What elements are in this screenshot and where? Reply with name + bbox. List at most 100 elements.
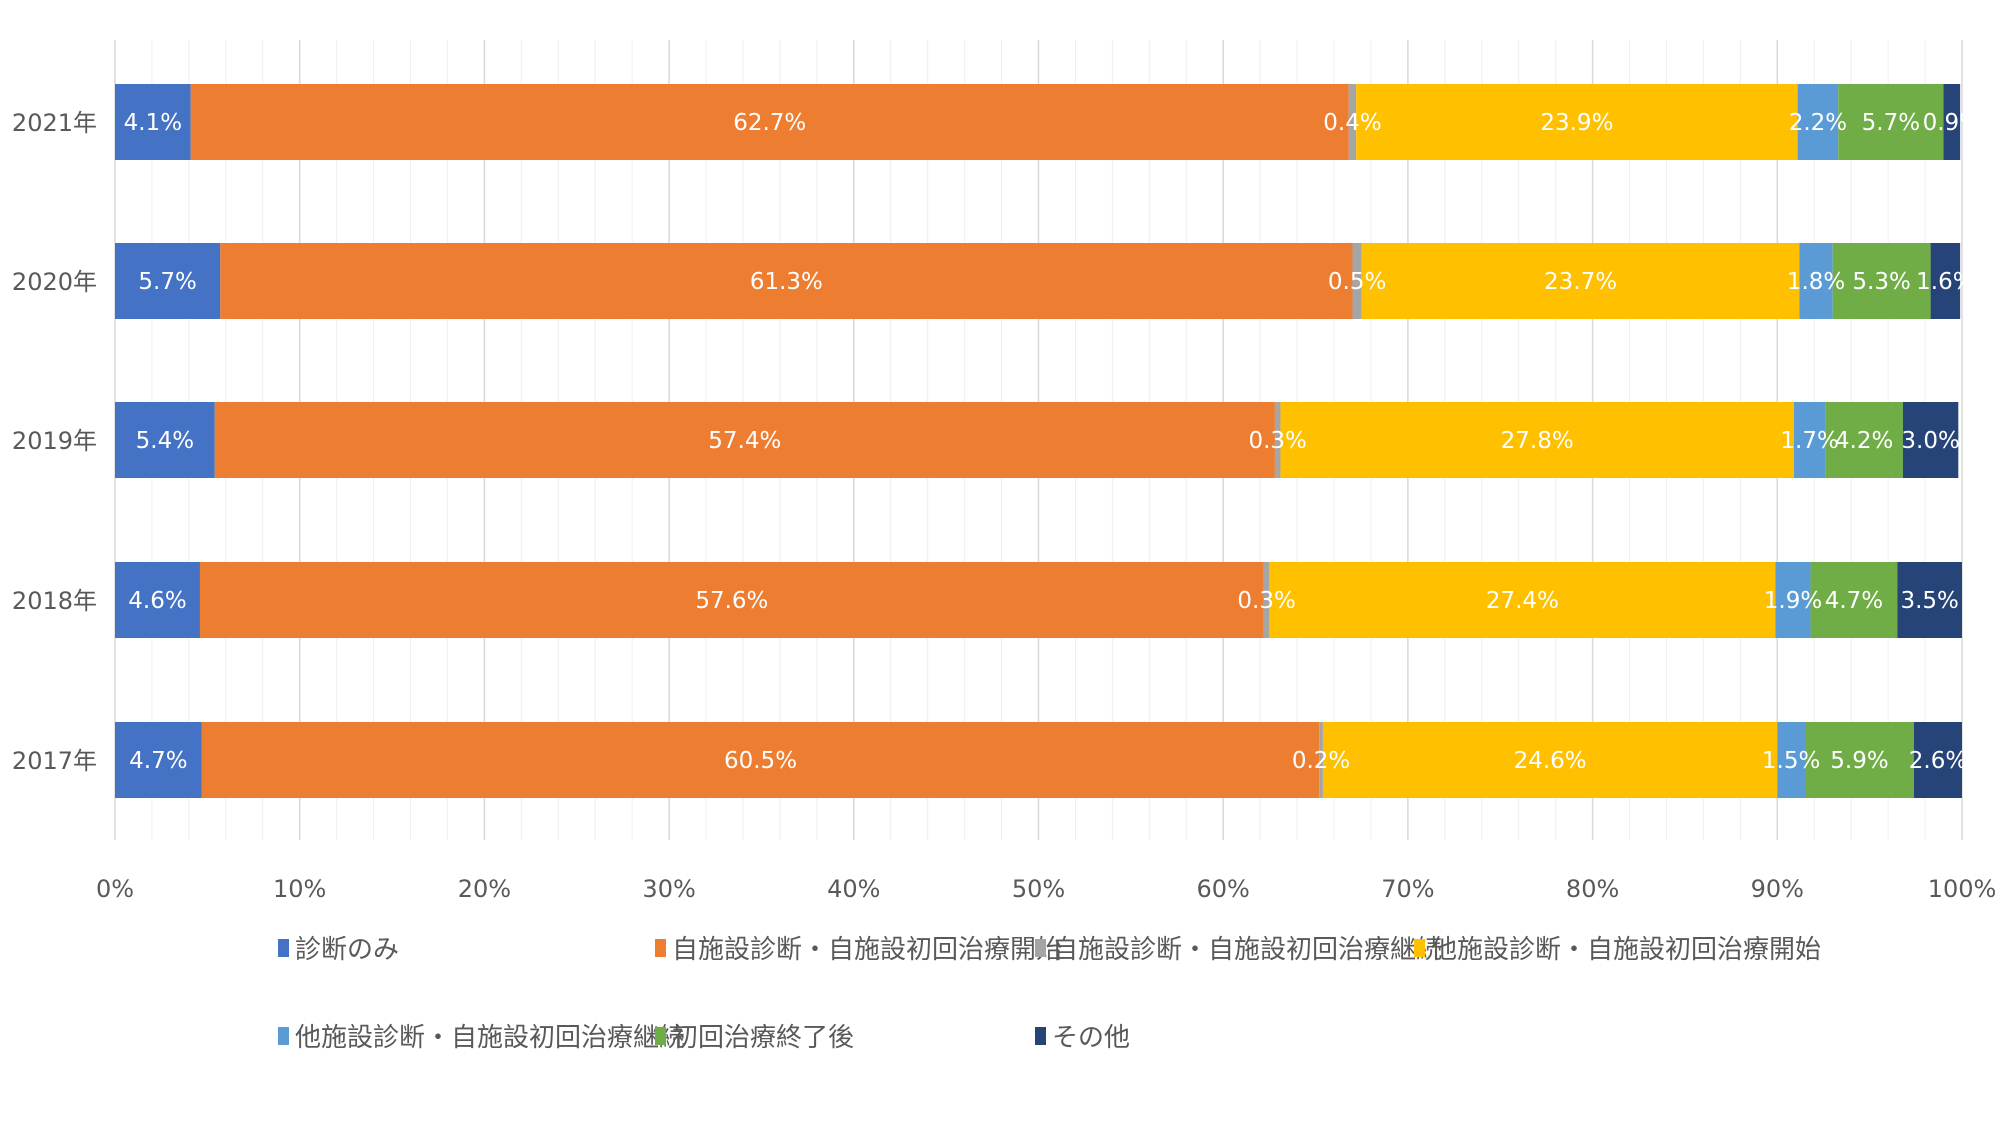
x-tick-label: 100% [1928,875,1997,903]
data-label: 27.4% [1486,588,1559,614]
data-label: 5.4% [136,428,194,454]
data-label: 4.1% [124,110,182,136]
legend-swatch [655,1027,666,1045]
legend-swatch [1035,1027,1046,1045]
data-label: 23.7% [1544,269,1617,295]
data-label: 62.7% [733,110,806,136]
legend-label: 初回治療終了後 [672,1023,854,1053]
bar-segment [115,402,215,478]
data-label: 4.2% [1835,428,1893,454]
bar-segment [1805,722,1914,798]
legend-label: その他 [1052,1023,1130,1053]
bar-segment [115,84,191,160]
bar-segment [1280,402,1794,478]
data-label: 1.9% [1764,588,1822,614]
bar-segment [1825,402,1903,478]
data-label: 1.5% [1762,748,1820,774]
bar-segment [1897,562,1962,638]
bar-segment [1838,84,1944,160]
bar-segment [1352,243,1362,319]
data-label: 0.3% [1248,428,1306,454]
data-label: 0.9% [1923,110,1981,136]
bar-segment [201,722,1320,798]
bar-segment [1832,243,1931,319]
y-tick-label: 2018年 [12,587,97,615]
bar-segment [1269,562,1776,638]
data-label: 60.5% [724,748,797,774]
bar-segment [1274,402,1281,478]
bar-segment [1348,84,1357,160]
legend-label: 他施設診断・自施設初回治療継続 [295,1023,685,1053]
axes: 2021年 2020年 2019年 2018年 2017年 0% 10% 20% 30% 40% 5… [12,109,1996,903]
data-label: 5.7% [138,269,196,295]
legend-swatch [655,939,666,957]
y-tick-label: 2020年 [12,268,97,296]
legend-label: 自施設診断・自施設初回治療継続 [1052,935,1442,965]
legend: 診断のみ 自施設診断・自施設初回治療開始自施設診断・自施設初回治療継続他施設診断・… [278,935,1821,1053]
x-tick-label: 90% [1751,875,1804,903]
data-label: 3.5% [1900,588,1958,614]
data-label: 4.6% [128,588,186,614]
data-label: 5.9% [1830,748,1888,774]
bar-segment [1902,402,1959,478]
bar-segment [115,562,200,638]
data-label: 2.2% [1789,110,1847,136]
data-label: 5.7% [1862,110,1920,136]
y-tick-label: 2017年 [12,747,97,775]
data-label: 1.6% [1916,269,1974,295]
data-label: 0.5% [1328,269,1386,295]
data-label: 1.7% [1780,428,1838,454]
bar-segment [1793,402,1826,478]
x-tick-label: 80% [1566,875,1619,903]
bar-segment [115,243,221,319]
y-tick-label: 2021年 [12,109,97,137]
bar-segment [1361,243,1800,319]
bar-segment [1775,562,1811,638]
x-tick-label: 40% [827,875,880,903]
bar-segment [190,84,1349,160]
legend-swatch [1414,939,1425,957]
legend-swatch [1035,939,1046,957]
data-label: 2.6% [1909,748,1967,774]
data-label: 4.7% [129,748,187,774]
bar-segment [1777,722,1806,798]
y-tick-label: 2019年 [12,427,97,455]
bar-segment [1943,84,1961,160]
data-label: 1.8% [1787,269,1845,295]
bar-segment [1799,243,1833,319]
x-tick-label: 0% [96,875,134,903]
bar-segment [1810,562,1898,638]
data-label: 5.3% [1852,269,1910,295]
bar-segment [1356,84,1798,160]
bar-segment [1322,722,1778,798]
bar-segment [220,243,1353,319]
data-label: 61.3% [750,269,823,295]
x-tick-label: 10% [273,875,326,903]
data-label: 3.0% [1901,428,1959,454]
bar-segment [1319,722,1323,798]
legend-label: 診断のみ [295,935,399,965]
data-label: 23.9% [1540,110,1613,136]
data-label: 27.8% [1501,428,1574,454]
legend-label: 他施設診断・自施設初回治療開始 [1431,935,1821,965]
x-tick-label: 70% [1381,875,1434,903]
bar-segment [1263,562,1270,638]
x-tick-label: 20% [458,875,511,903]
legend-swatch [278,1027,289,1045]
bar-segment [115,722,202,798]
legend-swatch [278,939,289,957]
data-label: 57.6% [695,588,768,614]
bar-segment [1797,84,1839,160]
data-label: 24.6% [1514,748,1587,774]
data-label: 0.4% [1323,110,1381,136]
x-tick-label: 30% [642,875,695,903]
bar-segment [199,562,1264,638]
x-tick-label: 60% [1197,875,1250,903]
data-label: 57.4% [708,428,781,454]
data-label: 0.3% [1237,588,1295,614]
legend-label: 自施設診断・自施設初回治療開始 [672,935,1062,965]
data-label: 4.7% [1825,588,1883,614]
data-label: 0.2% [1292,748,1350,774]
bar-segment [214,402,1275,478]
